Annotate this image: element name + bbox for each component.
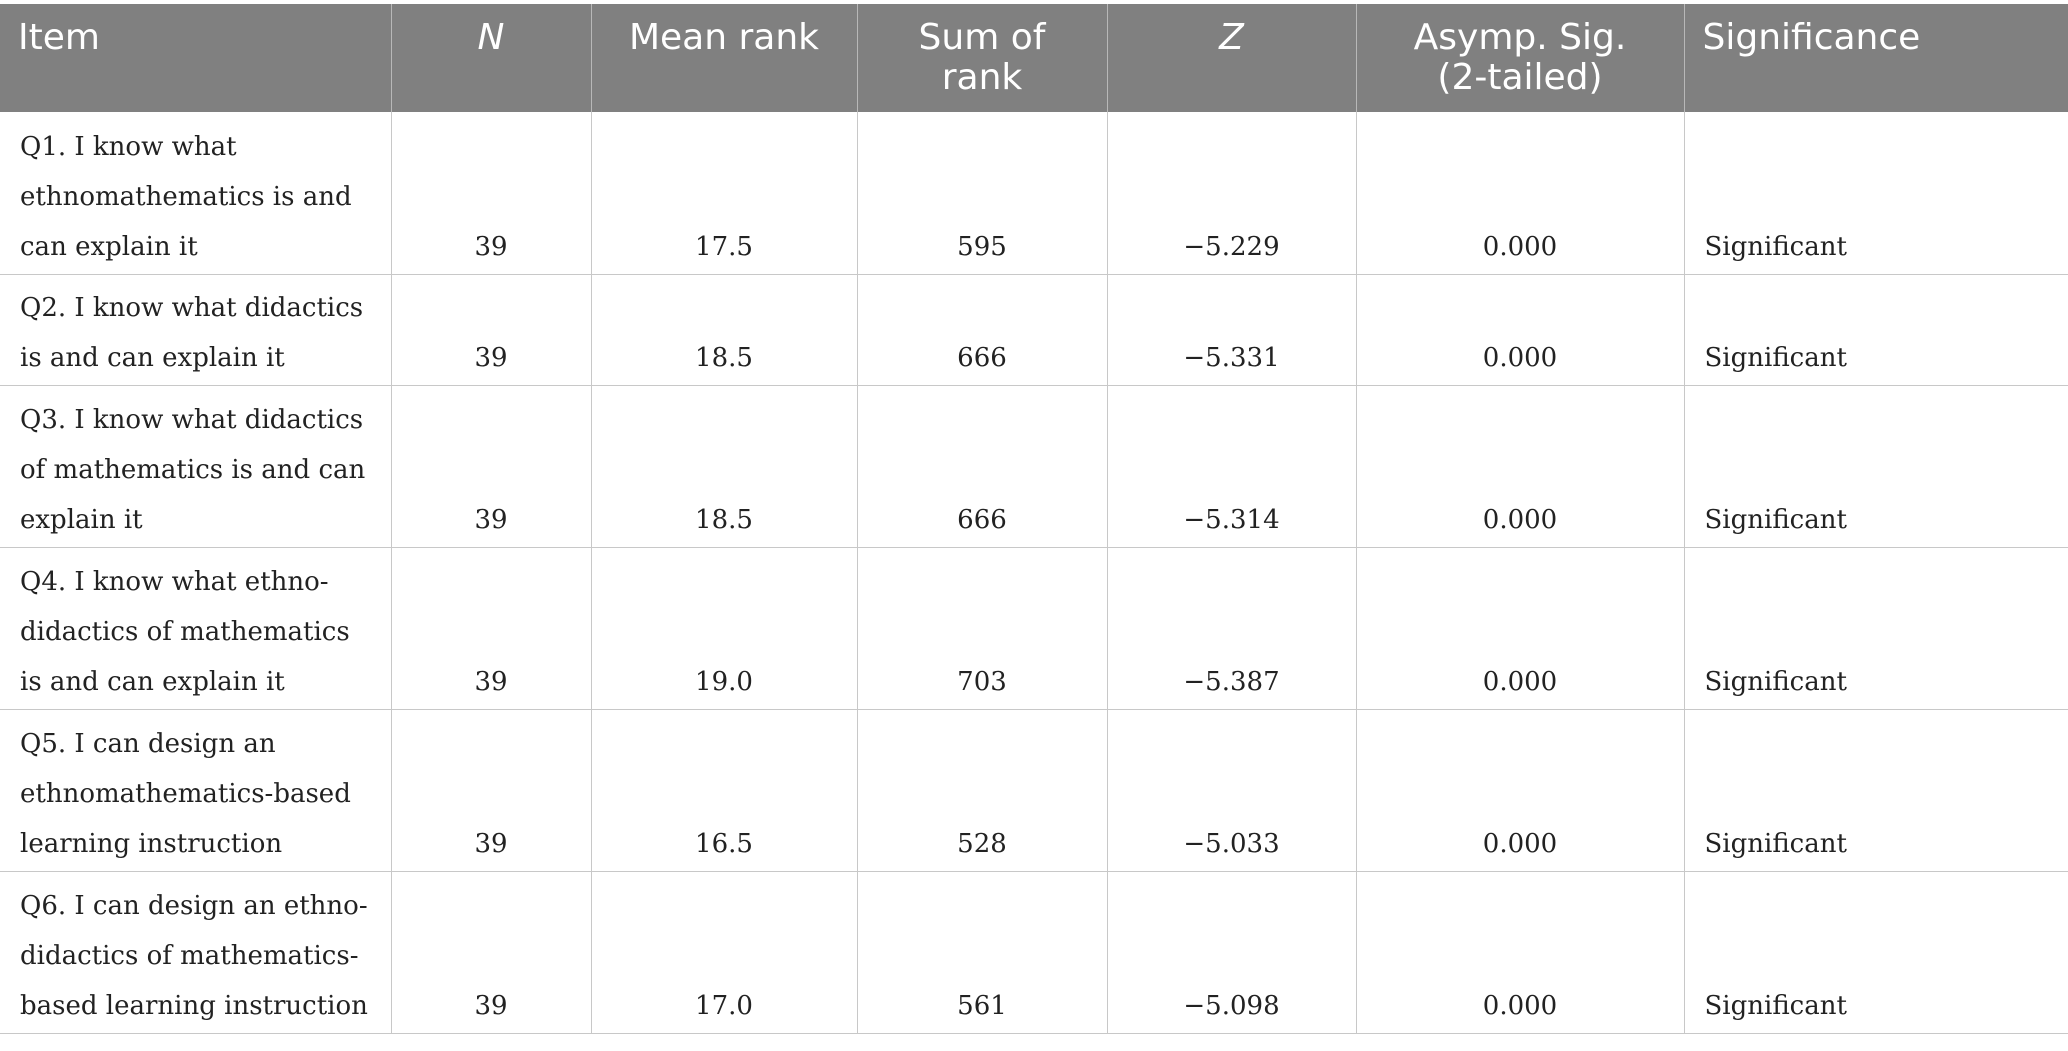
cell-n: 39 — [390, 547, 591, 710]
table-row: Q6. I can design an ethno-didactics of m… — [0, 871, 2068, 1034]
cell-sum-of-rank: 703 — [856, 547, 1107, 710]
table-body: Q1. I know what ethnomathematics is and … — [0, 112, 2068, 1034]
cell-z: −5.033 — [1106, 709, 1356, 872]
cell-asymp-sig: 0.000 — [1355, 112, 1684, 275]
cell-mean-rank: 19.0 — [590, 547, 857, 710]
table-row: Q5. I can design an ethnomathematics-bas… — [0, 709, 2068, 872]
cell-significance: Significant — [1683, 385, 2068, 548]
header-row: Item N Mean rank Sum of rank Z Asymp. Si… — [0, 4, 2068, 112]
cell-n: 39 — [390, 112, 591, 275]
table-row: Q2. I know what didactics is and can exp… — [0, 274, 2068, 386]
header-n: N — [390, 4, 591, 112]
cell-significance: Significant — [1683, 547, 2068, 710]
table-row: Q1. I know what ethnomathematics is and … — [0, 112, 2068, 275]
header-asymp-sig-line1: Asymp. Sig. — [1413, 17, 1627, 58]
cell-significance: Significant — [1683, 274, 2068, 386]
header-sum-of-rank: Sum of rank — [856, 4, 1107, 112]
cell-sum-of-rank: 528 — [856, 709, 1107, 872]
cell-mean-rank: 17.5 — [590, 112, 857, 275]
cell-asymp-sig: 0.000 — [1355, 709, 1684, 872]
header-significance: Significance — [1683, 4, 2068, 112]
cell-mean-rank: 18.5 — [590, 385, 857, 548]
cell-significance: Significant — [1683, 709, 2068, 872]
cell-z: −5.098 — [1106, 871, 1356, 1034]
cell-z: −5.314 — [1106, 385, 1356, 548]
cell-sum-of-rank: 666 — [856, 385, 1107, 548]
cell-z: −5.229 — [1106, 112, 1356, 275]
cell-sum-of-rank: 666 — [856, 274, 1107, 386]
cell-significance: Significant — [1683, 871, 2068, 1034]
header-asymp-sig-line2: (2-tailed) — [1437, 57, 1603, 98]
cell-item: Q6. I can design an ethno-didactics of m… — [0, 871, 391, 1034]
cell-asymp-sig: 0.000 — [1355, 385, 1684, 548]
table-row: Q4. I know what ethno-didactics of mathe… — [0, 547, 2068, 710]
cell-mean-rank: 17.0 — [590, 871, 857, 1034]
cell-z: −5.387 — [1106, 547, 1356, 710]
cell-n: 39 — [390, 385, 591, 548]
cell-asymp-sig: 0.000 — [1355, 871, 1684, 1034]
results-table: Item N Mean rank Sum of rank Z Asymp. Si… — [0, 4, 2068, 1034]
header-asymp-sig: Asymp. Sig. (2-tailed) — [1355, 4, 1684, 112]
cell-sum-of-rank: 595 — [856, 112, 1107, 275]
cell-item: Q3. I know what didactics of mathematics… — [0, 385, 391, 548]
header-z: Z — [1106, 4, 1356, 112]
cell-n: 39 — [390, 274, 591, 386]
cell-item: Q5. I can design an ethnomathematics-bas… — [0, 709, 391, 872]
header-mean-rank: Mean rank — [590, 4, 857, 112]
table-header: Item N Mean rank Sum of rank Z Asymp. Si… — [0, 4, 2068, 112]
cell-item: Q4. I know what ethno-didactics of mathe… — [0, 547, 391, 710]
cell-mean-rank: 16.5 — [590, 709, 857, 872]
table-row: Q3. I know what didactics of mathematics… — [0, 385, 2068, 548]
cell-asymp-sig: 0.000 — [1355, 274, 1684, 386]
cell-sum-of-rank: 561 — [856, 871, 1107, 1034]
cell-n: 39 — [390, 709, 591, 872]
cell-n: 39 — [390, 871, 591, 1034]
cell-significance: Significant — [1683, 112, 2068, 275]
cell-asymp-sig: 0.000 — [1355, 547, 1684, 710]
cell-mean-rank: 18.5 — [590, 274, 857, 386]
cell-item: Q2. I know what didactics is and can exp… — [0, 274, 391, 386]
cell-item: Q1. I know what ethnomathematics is and … — [0, 112, 391, 275]
cell-z: −5.331 — [1106, 274, 1356, 386]
header-item: Item — [0, 4, 391, 112]
